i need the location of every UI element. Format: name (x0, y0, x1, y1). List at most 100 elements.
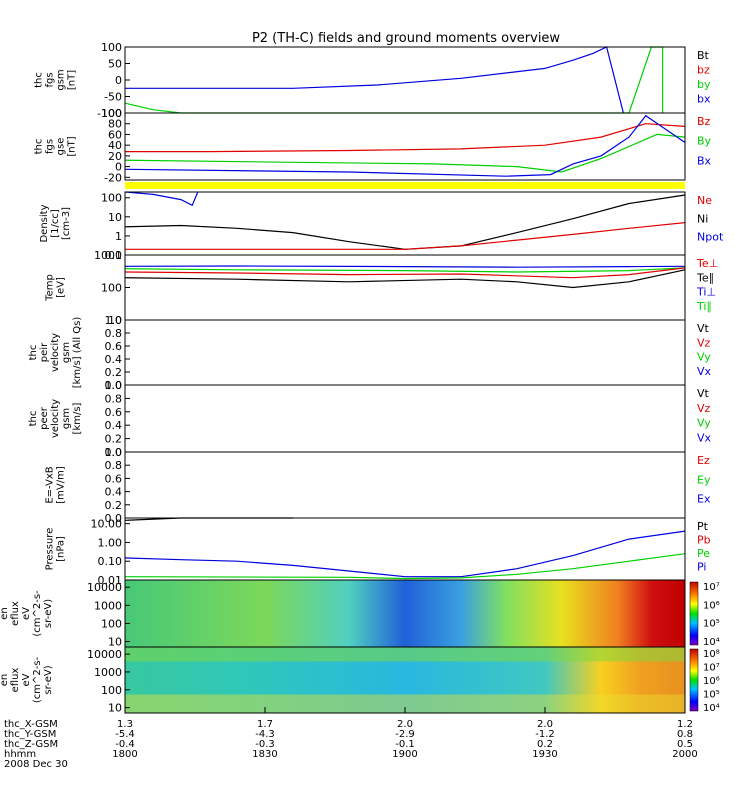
y-axis-label: thc (28, 411, 39, 427)
legend-Pi: Pi (697, 561, 706, 574)
y-axis-label: Density (39, 204, 50, 242)
y-tick-label: 40 (108, 139, 122, 152)
x-row-label: thc_Z-GSM (4, 739, 58, 750)
colorbar-tick-label: 10⁵ (703, 690, 720, 701)
y-tick-label: 60 (108, 128, 122, 141)
legend-Vz: Vz (697, 336, 711, 349)
y-tick-label: 1000 (94, 599, 122, 612)
x-tick-label: 1.3 (117, 719, 133, 730)
legend-Pe: Pe (697, 547, 710, 560)
y-tick-label: 10 (108, 314, 122, 327)
x-row-label: thc_Y-GSM (4, 729, 56, 740)
colorbar-tick-label: 10⁴ (703, 703, 720, 714)
mode-bar (125, 182, 685, 189)
y-tick-label: 1000 (94, 666, 122, 679)
y-axis-label: E=-VxB (45, 466, 56, 503)
y-axis-label: [km/s] (72, 402, 83, 434)
y-tick-label: 1000 (94, 249, 122, 262)
y-axis-label: [1/cc] (50, 209, 61, 238)
y-axis-label: gsm (61, 408, 72, 429)
legend-Ne: Ne (697, 194, 712, 207)
y-tick-label: 1.0 (105, 314, 123, 327)
y-tick-label: 0.4 (105, 419, 123, 432)
y-axis-label: eV (21, 673, 32, 686)
panel-frame (124, 517, 686, 581)
y-axis-label: eflux (10, 668, 21, 693)
panel-frame (124, 254, 686, 321)
x-tick-label: 1900 (392, 749, 417, 760)
y-axis-label: Temp (45, 274, 56, 302)
colorbar (689, 581, 699, 646)
legend-Ti∥: Ti∥ (696, 300, 712, 313)
y-axis-label: gsm (61, 342, 72, 363)
x-tick-label: 0.8 (677, 729, 693, 740)
legend-Bx: Bx (697, 154, 712, 167)
y-tick-label: 100 (101, 282, 122, 295)
y-tick-label: 0 (115, 74, 122, 87)
y-tick-label: 10.00 (91, 518, 123, 531)
y-tick-label: 0.6 (105, 406, 123, 419)
y-tick-label: 1.0 (105, 379, 123, 392)
y-axis-label: fgs (45, 139, 56, 154)
x-tick-label: 2.0 (397, 719, 413, 730)
y-tick-label: 1.00 (98, 536, 123, 549)
y-axis-label: [nT] (67, 136, 78, 156)
legend-Pt: Pt (697, 520, 709, 533)
colorbar-tick-label: 10⁴ (703, 637, 720, 648)
y-tick-label: 50 (108, 58, 122, 71)
y-axis-label: thc (34, 72, 45, 88)
y-axis-label: sr-eV) (43, 665, 54, 694)
legend-Vt: Vt (697, 322, 710, 335)
y-tick-label: 0.4 (105, 486, 123, 499)
y-axis-label: velocity (50, 399, 61, 438)
legend-Ti⊥: Ti⊥ (696, 286, 716, 299)
series-bx (125, 46, 624, 114)
legend-bx: bx (697, 93, 711, 106)
y-tick-label: 20 (108, 150, 122, 163)
y-tick-label: -50 (104, 91, 122, 104)
x-tick-label: -1.2 (535, 729, 555, 740)
series-By (124, 133, 686, 173)
y-axis-label: thc (28, 345, 39, 361)
y-tick-label: 100 (101, 192, 122, 205)
x-tick-label: -0.4 (115, 739, 135, 750)
legend-by: by (697, 78, 711, 91)
y-axis-label: eflux (10, 601, 21, 626)
legend-Vt: Vt (697, 387, 710, 400)
legend-Ez: Ez (697, 454, 710, 467)
series-Ti∥ (124, 267, 686, 273)
panel-frame (124, 46, 686, 114)
legend-Npot: Npot (697, 231, 724, 244)
colorbar-tick-label: 10⁷ (703, 582, 720, 593)
y-axis-label: (cm^2-s- (32, 590, 43, 637)
y-tick-label: 10000 (87, 648, 122, 661)
legend-Vy: Vy (697, 351, 711, 364)
y-tick-label: 100 (101, 107, 122, 120)
legend-Vx: Vx (697, 365, 712, 378)
colorbar-tick-label: 10⁶ (703, 676, 720, 687)
spectrogram-image (125, 580, 685, 647)
legend-By: By (697, 135, 712, 148)
x-tick-label: -2.9 (395, 729, 415, 740)
legend-bz: bz (697, 64, 710, 77)
series-Bx (124, 114, 686, 177)
y-tick-label: 0.01 (98, 574, 123, 587)
colorbar-tick-label: 10⁵ (703, 619, 720, 630)
series-Te⊥ (124, 267, 686, 279)
y-tick-label: 0.10 (98, 555, 123, 568)
y-tick-label: 1 (115, 230, 122, 243)
y-axis-label: [cm-3] (61, 207, 72, 240)
panel-frame (124, 384, 686, 453)
plot-title: P2 (TH-C) fields and ground moments over… (252, 31, 560, 46)
panel-temperature: 1000 100 10 Temp [eV] Te⊥Te∥ Ti⊥Ti∥ (45, 249, 719, 327)
y-tick-label: 100 (101, 684, 122, 697)
x-tick-label: -5.4 (115, 729, 135, 740)
legend-Te⊥: Te⊥ (696, 257, 718, 270)
series-Ti⊥ (124, 265, 686, 268)
y-tick-label: 0.2 (105, 499, 123, 512)
legend-Vz: Vz (697, 402, 711, 415)
x-tick-label: 1.7 (257, 719, 273, 730)
